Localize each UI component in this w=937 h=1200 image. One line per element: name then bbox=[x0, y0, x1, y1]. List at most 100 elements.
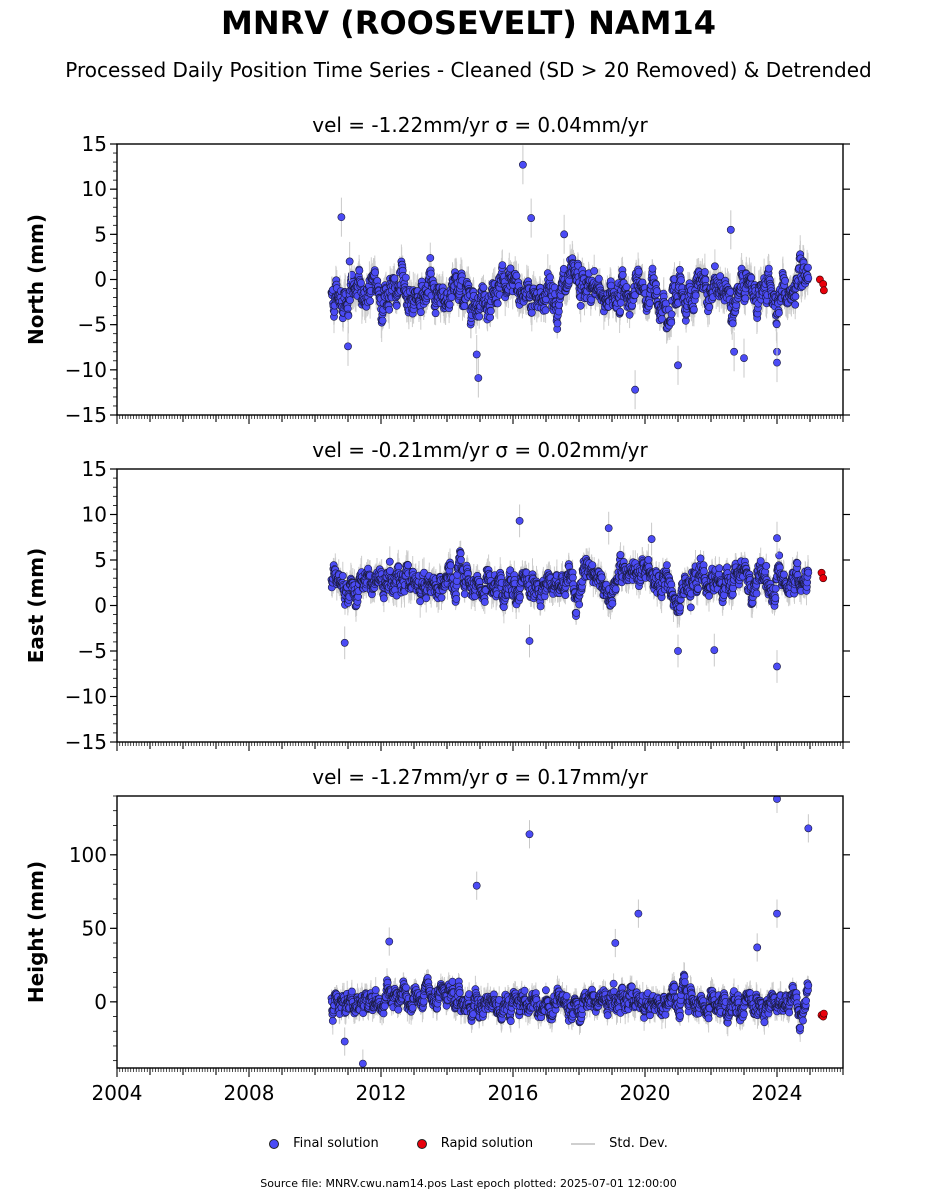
final-point bbox=[739, 1010, 748, 1019]
y-tick-label: 10 bbox=[82, 503, 107, 527]
final-point bbox=[456, 549, 465, 558]
final-point bbox=[791, 300, 800, 309]
final-point bbox=[392, 301, 401, 310]
final-point bbox=[771, 584, 780, 593]
final-solution-points bbox=[327, 970, 813, 1035]
y-tick-label: 15 bbox=[82, 457, 107, 481]
outlier-point bbox=[344, 342, 352, 351]
outlier-point bbox=[634, 909, 643, 918]
final-point bbox=[608, 599, 617, 608]
final-point bbox=[804, 263, 812, 272]
outlier-point bbox=[674, 361, 682, 370]
y-tick-label: −5 bbox=[78, 313, 107, 337]
x-tick-label: 2004 bbox=[92, 1081, 143, 1105]
final-point bbox=[475, 312, 484, 321]
final-point bbox=[346, 296, 354, 305]
rapid-point bbox=[819, 574, 828, 583]
final-point bbox=[576, 301, 585, 310]
final-point bbox=[457, 556, 465, 564]
final-point bbox=[696, 554, 705, 563]
legend-rapid-label: Rapid solution bbox=[440, 1136, 534, 1151]
outlier-point bbox=[358, 1059, 367, 1068]
outlier-point bbox=[560, 230, 569, 239]
final-point bbox=[705, 592, 713, 600]
final-point bbox=[357, 279, 365, 287]
legend-std: Std. Dev. bbox=[571, 1136, 668, 1151]
final-point bbox=[366, 297, 374, 305]
final-point bbox=[675, 265, 684, 274]
final-point bbox=[616, 307, 625, 316]
final-point bbox=[378, 316, 387, 325]
final-point bbox=[401, 273, 410, 282]
outlier-point bbox=[345, 257, 354, 266]
outlier-point bbox=[604, 524, 613, 533]
final-point bbox=[772, 320, 781, 329]
final-point bbox=[645, 299, 654, 307]
final-point bbox=[562, 992, 571, 1000]
outlier-point bbox=[515, 516, 524, 525]
final-point bbox=[554, 307, 563, 316]
final-point bbox=[804, 981, 813, 990]
outlier-point bbox=[753, 943, 762, 952]
final-point bbox=[347, 987, 356, 996]
final-point bbox=[802, 996, 810, 1005]
final-point bbox=[711, 262, 719, 271]
final-point bbox=[385, 305, 394, 314]
final-point bbox=[799, 1016, 807, 1025]
final-point bbox=[597, 573, 606, 582]
final-point bbox=[588, 561, 597, 569]
final-point bbox=[541, 306, 550, 315]
outlier-point bbox=[525, 637, 534, 645]
final-point bbox=[690, 305, 698, 314]
figure-title: MNRV (ROOSEVELT) NAM14 bbox=[221, 4, 716, 42]
outlier-point bbox=[385, 937, 394, 946]
rapid-point bbox=[819, 286, 828, 295]
final-point bbox=[460, 302, 469, 310]
final-point bbox=[804, 568, 813, 577]
x-tick-label: 2016 bbox=[488, 1081, 539, 1105]
outlier-point bbox=[710, 646, 719, 654]
rapid-point bbox=[819, 1009, 828, 1018]
y-tick-label: 5 bbox=[94, 222, 107, 246]
final-point bbox=[796, 1023, 805, 1032]
final-point bbox=[609, 979, 618, 988]
panel-title: vel = -1.22mm/yr σ = 0.04mm/yr bbox=[312, 113, 648, 137]
final-point bbox=[611, 585, 620, 593]
final-point bbox=[452, 595, 461, 603]
final-point bbox=[426, 269, 435, 278]
final-point bbox=[493, 299, 502, 308]
final-point bbox=[700, 567, 708, 576]
final-point bbox=[516, 593, 524, 602]
plot-area bbox=[327, 504, 828, 683]
final-point bbox=[426, 254, 435, 262]
outlier-point bbox=[337, 213, 346, 222]
final-point bbox=[512, 271, 521, 280]
outlier-point bbox=[773, 358, 781, 367]
final-point bbox=[390, 274, 399, 283]
final-point bbox=[756, 557, 765, 565]
outlier-point bbox=[773, 662, 781, 671]
final-point bbox=[785, 1008, 794, 1017]
outlier-point bbox=[340, 1037, 349, 1046]
final-point bbox=[520, 986, 529, 995]
final-point bbox=[499, 603, 508, 611]
final-point bbox=[460, 590, 469, 598]
final-point bbox=[791, 292, 800, 301]
final-point bbox=[542, 986, 550, 995]
y-tick-label: −10 bbox=[65, 358, 107, 382]
final-point bbox=[793, 559, 802, 568]
final-point bbox=[741, 294, 750, 303]
outlier-point bbox=[730, 347, 738, 356]
final-point bbox=[402, 983, 410, 992]
final-point bbox=[676, 1011, 684, 1020]
panel-title: vel = -1.27mm/yr σ = 0.17mm/yr bbox=[312, 765, 648, 789]
final-point bbox=[686, 603, 695, 612]
final-point bbox=[587, 295, 596, 304]
outlier-point bbox=[474, 374, 483, 382]
final-point bbox=[771, 594, 780, 603]
final-point bbox=[422, 594, 431, 603]
x-tick-label: 2020 bbox=[620, 1081, 671, 1105]
y-tick-label: 0 bbox=[94, 594, 107, 618]
